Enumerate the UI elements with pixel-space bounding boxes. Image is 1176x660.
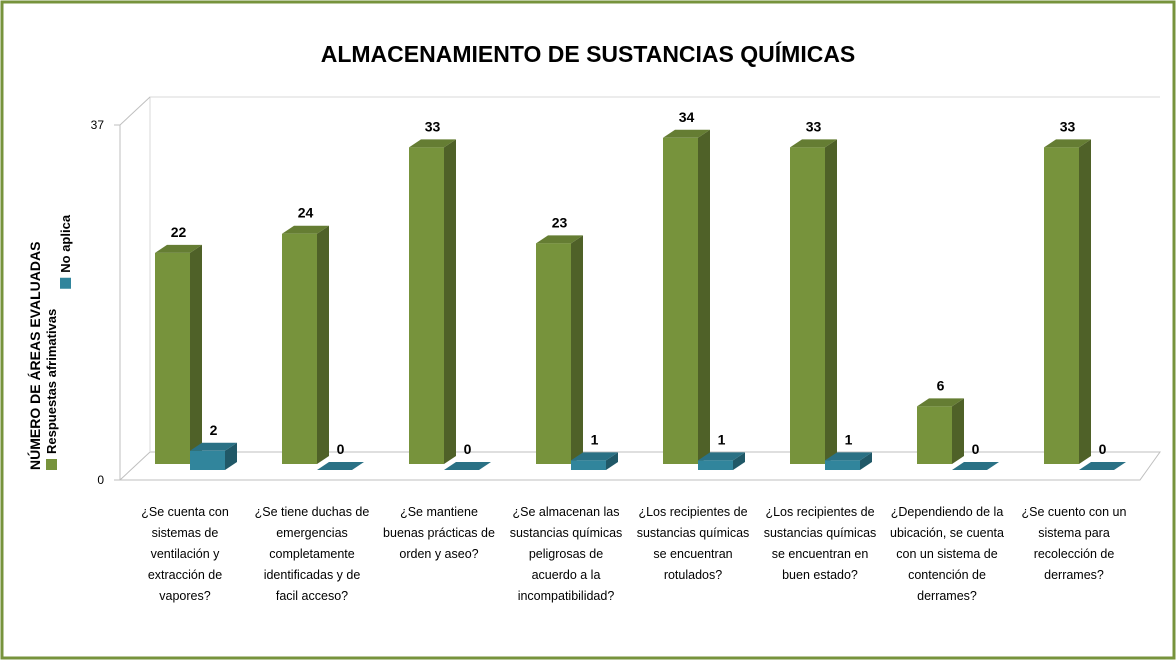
bar-top bbox=[317, 462, 364, 470]
bar-side bbox=[606, 452, 618, 470]
data-label: 33 bbox=[806, 118, 822, 134]
data-label: 1 bbox=[591, 431, 599, 447]
data-label: 1 bbox=[718, 431, 726, 447]
bar bbox=[663, 137, 698, 464]
legend-label: Respuestas afrimativas bbox=[44, 309, 59, 454]
x-tick-label: ¿Se cuenta con sistemas de ventilación y ex… bbox=[141, 505, 229, 603]
bar bbox=[155, 252, 190, 464]
bar bbox=[698, 460, 733, 470]
data-label: 33 bbox=[425, 118, 441, 134]
x-tick-label: ¿Se almacenan las sustancias químicas peli… bbox=[510, 505, 623, 603]
x-tick-label: ¿Se tiene duchas de emergencias completame… bbox=[255, 505, 370, 603]
wall-edge bbox=[119, 96, 151, 126]
bar-side bbox=[190, 244, 202, 464]
x-tick-label: ¿Dependiendo de la ubicación, se cuenta co… bbox=[890, 505, 1004, 603]
bar-side bbox=[952, 398, 964, 464]
bar-side bbox=[733, 452, 745, 470]
bar-side bbox=[225, 442, 237, 470]
x-tick-label: ¿Los recipientes de sustancias químicas se… bbox=[637, 505, 750, 582]
legend: NÚMERO DE ÁREAS EVALUADAS Respuestas afri… bbox=[26, 214, 73, 470]
data-label: 22 bbox=[171, 224, 187, 240]
bar-top bbox=[790, 139, 837, 148]
bar-top bbox=[571, 452, 618, 461]
data-label: 0 bbox=[1099, 441, 1107, 457]
data-label: 2 bbox=[210, 422, 218, 438]
bar-top bbox=[952, 462, 999, 470]
bar-side bbox=[1079, 139, 1091, 465]
legend-label: No aplica bbox=[58, 214, 73, 273]
bar-top bbox=[825, 452, 872, 461]
bar-top bbox=[282, 225, 329, 234]
bar-side bbox=[571, 235, 583, 464]
bar-top bbox=[155, 244, 202, 253]
bar bbox=[536, 243, 571, 464]
bar bbox=[790, 147, 825, 465]
data-label: 6 bbox=[937, 377, 945, 393]
chart-title: ALMACENAMIENTO DE SUSTANCIAS QUÍMICAS bbox=[321, 40, 856, 67]
bar bbox=[825, 460, 860, 470]
data-label: 23 bbox=[552, 214, 568, 230]
bar-side bbox=[444, 139, 456, 465]
bar-top bbox=[444, 462, 491, 470]
bar-side bbox=[825, 139, 837, 465]
bar-top bbox=[409, 139, 456, 148]
bar-top bbox=[190, 442, 237, 451]
data-label: 34 bbox=[679, 109, 695, 125]
bar bbox=[917, 406, 952, 464]
data-label: 1 bbox=[845, 431, 853, 447]
bar-top bbox=[1079, 462, 1126, 470]
legend-swatch bbox=[60, 277, 71, 289]
bar-side bbox=[860, 452, 872, 470]
y-axis-title: NÚMERO DE ÁREAS EVALUADAS bbox=[26, 242, 43, 470]
x-tick-label: ¿Se mantiene buenas prácticas de orden y a… bbox=[383, 505, 495, 561]
data-label: 0 bbox=[337, 441, 345, 457]
y-tick-label: 0 bbox=[97, 473, 104, 487]
x-tick-label: ¿Se cuento con un sistema para recolección… bbox=[1022, 505, 1127, 582]
bar bbox=[571, 460, 606, 470]
bar-top bbox=[1044, 139, 1091, 148]
bar-top bbox=[663, 129, 710, 138]
bar bbox=[1044, 147, 1079, 465]
bar-side bbox=[317, 225, 329, 464]
bar bbox=[190, 450, 225, 470]
floor bbox=[118, 451, 1161, 481]
legend-swatch bbox=[46, 459, 57, 470]
data-label: 24 bbox=[298, 205, 314, 221]
bar bbox=[409, 147, 444, 465]
y-tick-label: 37 bbox=[91, 118, 105, 132]
bar-top bbox=[536, 235, 583, 244]
data-label: 33 bbox=[1060, 118, 1076, 134]
bar bbox=[282, 233, 317, 464]
x-tick-label: ¿Los recipientes de sustancias químicas se… bbox=[764, 505, 877, 582]
bar-top bbox=[698, 452, 745, 461]
bar-top bbox=[917, 398, 964, 407]
data-label: 0 bbox=[464, 441, 472, 457]
bar-side bbox=[698, 129, 710, 464]
data-label: 0 bbox=[972, 441, 980, 457]
